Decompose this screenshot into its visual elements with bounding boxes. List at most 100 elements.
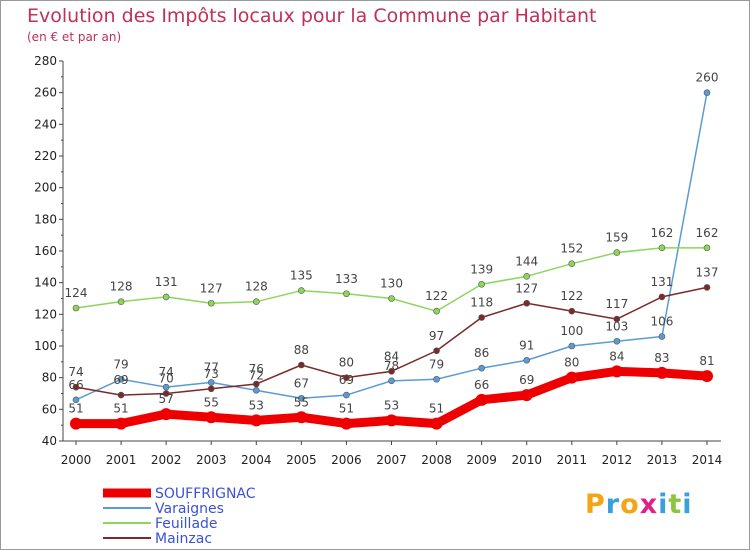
data-point xyxy=(658,333,666,340)
data-label: 53 xyxy=(384,398,399,412)
y-tick-label: 40 xyxy=(42,434,57,448)
data-label: 57 xyxy=(159,392,174,406)
y-tick-label: 200 xyxy=(34,181,57,195)
data-point xyxy=(298,287,305,294)
data-point xyxy=(433,307,440,315)
logo-letter: P xyxy=(585,489,606,520)
data-label: 122 xyxy=(560,289,583,303)
proxiti-logo: Proxiti xyxy=(585,489,693,520)
data-point xyxy=(565,371,578,384)
data-label: 55 xyxy=(294,395,309,409)
data-label: 74 xyxy=(68,365,83,379)
data-point xyxy=(160,408,173,421)
data-point xyxy=(388,368,395,375)
y-tick-label: 60 xyxy=(42,402,57,416)
data-label: 67 xyxy=(294,376,309,390)
data-point xyxy=(433,347,440,355)
data-point xyxy=(72,383,80,391)
data-point xyxy=(478,364,485,372)
data-point xyxy=(478,314,485,321)
x-tick-label: 2014 xyxy=(692,453,723,467)
data-label: 91 xyxy=(519,338,534,352)
data-point xyxy=(703,284,711,291)
x-tick-label: 2004 xyxy=(241,453,272,467)
data-point xyxy=(72,396,80,404)
data-label: 51 xyxy=(68,402,83,416)
chart-title: Evolution des Impôts locaux pour la Comm… xyxy=(27,5,597,27)
data-label: 79 xyxy=(429,357,444,371)
data-point xyxy=(610,365,623,378)
data-label: 80 xyxy=(339,356,354,370)
data-point xyxy=(475,393,488,406)
logo-letter: r xyxy=(605,489,621,520)
y-tick-label: 180 xyxy=(34,212,57,226)
data-point xyxy=(478,280,485,288)
data-label: 144 xyxy=(515,254,538,268)
data-point xyxy=(207,299,215,307)
data-label: 131 xyxy=(155,275,178,289)
data-label: 97 xyxy=(429,329,444,343)
data-point xyxy=(252,387,260,394)
data-label: 106 xyxy=(650,315,673,329)
x-tick-label: 2010 xyxy=(511,453,542,467)
data-label: 162 xyxy=(696,226,719,240)
data-label: 117 xyxy=(605,297,628,311)
y-tick-label: 260 xyxy=(34,86,57,100)
data-label: 69 xyxy=(519,373,534,387)
data-point xyxy=(613,249,621,256)
data-label: 128 xyxy=(245,280,268,294)
x-tick-label: 2002 xyxy=(151,453,182,467)
data-point xyxy=(385,414,398,427)
data-point xyxy=(433,375,440,383)
logo-letter: i xyxy=(682,489,693,520)
y-tick-label: 120 xyxy=(34,307,57,321)
data-point xyxy=(523,273,531,280)
data-label: 79 xyxy=(113,357,128,371)
x-tick-label: 2001 xyxy=(106,453,137,467)
data-label: 88 xyxy=(294,343,309,357)
data-label: 80 xyxy=(564,356,579,370)
data-label: 72 xyxy=(249,368,264,382)
data-label: 260 xyxy=(696,71,719,85)
data-point xyxy=(568,342,576,350)
logo-letter: x xyxy=(639,489,659,520)
data-label: 103 xyxy=(605,319,628,333)
chart-subtitle: (en € et par an) xyxy=(27,30,122,44)
data-point xyxy=(430,417,443,430)
data-point xyxy=(115,417,128,430)
logo-letter: i xyxy=(658,489,669,520)
data-point xyxy=(162,390,170,397)
data-label: 70 xyxy=(159,372,174,386)
y-tick-label: 240 xyxy=(34,117,57,131)
data-point xyxy=(252,380,260,388)
data-point xyxy=(207,385,215,393)
data-label: 135 xyxy=(290,269,313,283)
x-tick-label: 2000 xyxy=(61,453,92,467)
data-point xyxy=(520,389,533,402)
x-tick-label: 2008 xyxy=(421,453,452,467)
data-label: 162 xyxy=(650,226,673,240)
data-label: 100 xyxy=(560,324,583,338)
data-label: 128 xyxy=(110,280,133,294)
data-label: 81 xyxy=(699,354,714,368)
data-label: 76 xyxy=(249,362,264,376)
data-point xyxy=(205,411,218,424)
data-label: 118 xyxy=(470,296,493,310)
data-point xyxy=(117,298,125,305)
x-tick-label: 2007 xyxy=(376,453,407,467)
legend-label: Feuillade xyxy=(155,516,218,532)
data-point xyxy=(388,295,395,302)
data-point xyxy=(568,260,576,267)
data-point xyxy=(523,299,531,307)
data-point xyxy=(658,244,666,252)
data-point xyxy=(250,414,263,427)
data-point xyxy=(343,374,350,381)
logo-letter: t xyxy=(668,489,683,520)
data-label: 83 xyxy=(654,351,669,365)
data-label: 131 xyxy=(650,275,673,289)
data-label: 51 xyxy=(429,402,444,416)
data-point xyxy=(523,356,531,364)
data-point xyxy=(568,307,576,315)
